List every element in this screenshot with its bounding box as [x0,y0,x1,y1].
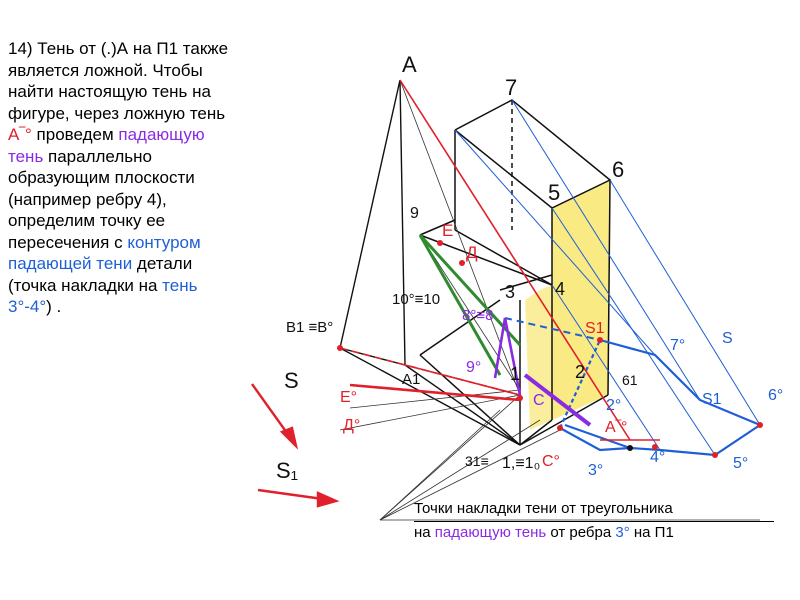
label-A-shadow: А‾° [605,419,627,436]
label-10: 10°≡10 [392,291,440,308]
footer-l2-c: от ребра [546,524,616,541]
label-61: 61 [622,372,638,388]
label-S1-hand: S₁ [276,458,298,483]
blue-a-line [564,424,631,449]
label-5deg: 5° [733,455,748,472]
label-7: 7 [505,75,517,100]
contour-text: контуром падающей тени [8,232,201,274]
text-part-1: 14) Тень от (.)А на П1 также является ло… [8,39,229,123]
text-part-2: проведем [31,125,119,144]
label-31: 31≡ [465,453,489,469]
label-S1-red: S1 [585,320,605,337]
label-S-hand: S [284,368,299,393]
footer-falling-shadow: падающую тень [434,524,547,541]
label-1: 1 [510,364,520,384]
label-9deg: 9° [466,359,481,376]
label-A: A [402,52,417,77]
label-B1: B1 ≡B° [286,319,333,336]
footer-line-1: Точки накладки тени от треугольника [414,498,774,522]
blue-projection-lines [454,99,761,456]
label-D: Д [466,243,478,262]
text-part-4: детали (точка накладки на [8,254,193,295]
label-4deg: 4° [650,449,665,466]
red-lines [339,79,660,441]
falling-shadow-text: падающую тень [8,125,205,166]
label-S1-blue: S1 [702,391,722,408]
label-C: C [533,392,545,409]
text-part-5: ) . [46,297,62,316]
label-7deg: 7° [670,337,685,354]
purple-lines [493,317,592,427]
footer-edge-3: 3° [615,524,630,541]
shaded-face [552,180,610,420]
light-direction-arrows [251,383,340,508]
label-5: 5 [548,180,560,205]
label-E: E [442,221,453,240]
footer-l2-e: на П1 [629,524,674,541]
blue-dashed-s1 [504,317,601,341]
box-outline [419,99,612,446]
label-8: 8°≡8 [462,307,493,324]
label-6deg: 6° [768,387,783,404]
a-shadow-text: А‾° [8,125,32,144]
label-11: 1,≡1₀ [502,455,540,472]
shadow-ref-text: тень 3°-4° [8,275,198,317]
footer-l2-a: на [414,524,435,541]
label-A1: A1 [402,371,420,388]
label-6: 6 [612,157,624,182]
label-Ddeg: Д° [343,417,360,434]
explanation-text: 14) Тень от (.)А на П1 также является ло… [8,38,240,318]
footer-line-2: на падающую тень от ребра 3° на П1 [414,522,774,544]
label-3: 3 [505,282,515,302]
label-S-blue: S [722,330,733,347]
triangle-outline [339,79,521,446]
label-2: 2 [575,362,585,382]
points [337,240,763,458]
label-3deg: 3° [588,462,603,479]
label-2deg: 2° [606,397,621,414]
text-part-3: параллельно образующим плоскости (наприм… [8,146,195,252]
footer-caption: Точки накладки тени от треугольника на п… [414,498,774,544]
shaded-face-lower [525,285,552,430]
label-4: 4 [555,279,565,299]
label-9: 9 [410,205,419,222]
label-Cdeg: C° [542,453,560,470]
label-Edeg: E° [340,389,357,406]
